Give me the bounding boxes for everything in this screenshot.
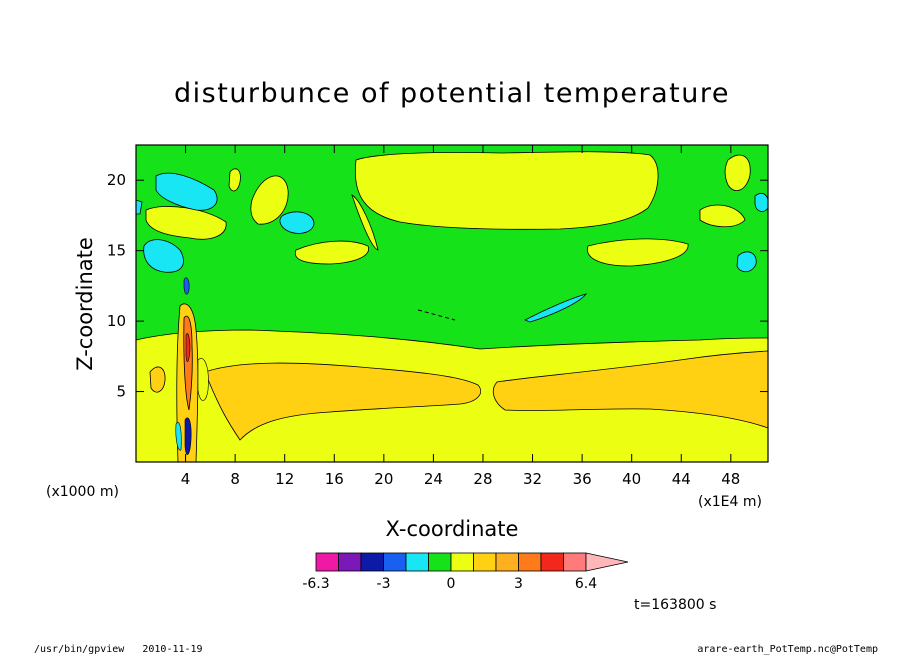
y-axis-title: Z-coordinate xyxy=(73,237,97,371)
colorbar-swatch xyxy=(563,552,587,572)
x-axis: 4 8 12 16 20 24 28 32 36 40 44 48 xyxy=(181,145,740,488)
contour-region-negative-1 xyxy=(155,172,218,211)
x-tick-label: 32 xyxy=(523,470,542,488)
contour-region-positive-mid-left xyxy=(204,362,482,441)
contour-region-negative-4 xyxy=(736,251,757,273)
footer-date: 2010-11-19 xyxy=(142,644,203,655)
colorbar-extend-arrow xyxy=(585,552,629,572)
contour-region-positive-small-2 xyxy=(587,238,689,267)
contour-region-negative-5 xyxy=(754,192,768,212)
plume-negative-top xyxy=(183,277,190,295)
contour-region-positive-mid-right xyxy=(492,350,768,429)
chart-title: disturbunce of potential temperature xyxy=(174,78,730,109)
x-tick-label: 16 xyxy=(325,470,344,488)
contour-region-positive-upper xyxy=(354,151,659,230)
x-tick-label: 8 xyxy=(230,470,240,488)
contour-region-positive-streak xyxy=(351,194,379,251)
contour-region-negative-3 xyxy=(279,211,315,234)
y-tick-label: 15 xyxy=(107,242,126,260)
x-tick-label: 24 xyxy=(424,470,443,488)
contour-region-negative-6 xyxy=(136,199,143,215)
x-tick-label: 20 xyxy=(374,470,393,488)
colorbar-label: -6.3 xyxy=(302,576,329,592)
y-unit-label: (x1000 m) xyxy=(46,484,119,500)
y-tick-label: 20 xyxy=(107,171,126,189)
colorbar-swatch xyxy=(360,552,384,572)
plume-core xyxy=(185,333,191,362)
x-tick-label: 40 xyxy=(622,470,641,488)
contour-streak xyxy=(417,309,456,321)
x-tick-label: 12 xyxy=(275,470,294,488)
colorbar-swatch xyxy=(473,552,497,572)
time-label: t=163800 s xyxy=(634,597,716,613)
colorbar: -6.3 -3 0 3 6.4 xyxy=(302,552,629,592)
contour-region-positive-small-1 xyxy=(294,240,369,265)
contour-region-negative-streak xyxy=(524,293,588,323)
colorbar-swatch xyxy=(495,552,519,572)
plume-cyan-bottom xyxy=(175,422,182,451)
colorbar-label: 3 xyxy=(514,576,523,592)
colorbar-swatch xyxy=(540,552,564,572)
contour-region-positive-small-5 xyxy=(228,168,241,192)
contour-region-positive-small-6 xyxy=(145,206,227,240)
contour-region-positive-small-3 xyxy=(250,175,289,225)
x-unit-label: (x1E4 m) xyxy=(698,494,762,510)
colorbar-swatch xyxy=(518,552,542,572)
colorbar-label: -3 xyxy=(377,576,391,592)
contour-region-positive-mid-edge xyxy=(149,366,166,393)
colorbar-swatch xyxy=(428,552,452,572)
footer-left: /usr/bin/gpview 2010-11-19 xyxy=(34,644,203,655)
x-tick-label: 44 xyxy=(672,470,691,488)
x-tick-label: 36 xyxy=(573,470,592,488)
colorbar-label: 0 xyxy=(447,576,456,592)
colorbar-swatch xyxy=(405,552,429,572)
colorbar-swatch xyxy=(450,552,474,572)
colorbar-swatch xyxy=(338,552,362,572)
colorbar-swatch xyxy=(315,552,339,572)
y-axis: 5 10 15 20 xyxy=(107,171,768,401)
footer-source: arare-earth_PotTemp.nc@PotTemp xyxy=(697,644,878,655)
plot-area xyxy=(136,145,768,462)
x-tick-label: 48 xyxy=(721,470,740,488)
plume-negative-bottom xyxy=(184,417,192,455)
colorbar-label: 6.4 xyxy=(575,576,597,592)
colorbar-swatch xyxy=(383,552,407,572)
contour-region-positive-small-7 xyxy=(699,204,746,228)
contour-region-positive-small-4 xyxy=(724,154,751,192)
x-axis-title: X-coordinate xyxy=(386,517,519,541)
contour-region-negative-2 xyxy=(143,239,184,273)
footer-program: /usr/bin/gpview xyxy=(34,644,125,655)
x-tick-label: 28 xyxy=(473,470,492,488)
x-tick-label: 4 xyxy=(181,470,191,488)
plot-frame xyxy=(135,144,769,463)
y-tick-label: 10 xyxy=(107,312,126,330)
y-tick-label: 5 xyxy=(116,383,126,401)
plume-yellow-side xyxy=(197,358,209,401)
